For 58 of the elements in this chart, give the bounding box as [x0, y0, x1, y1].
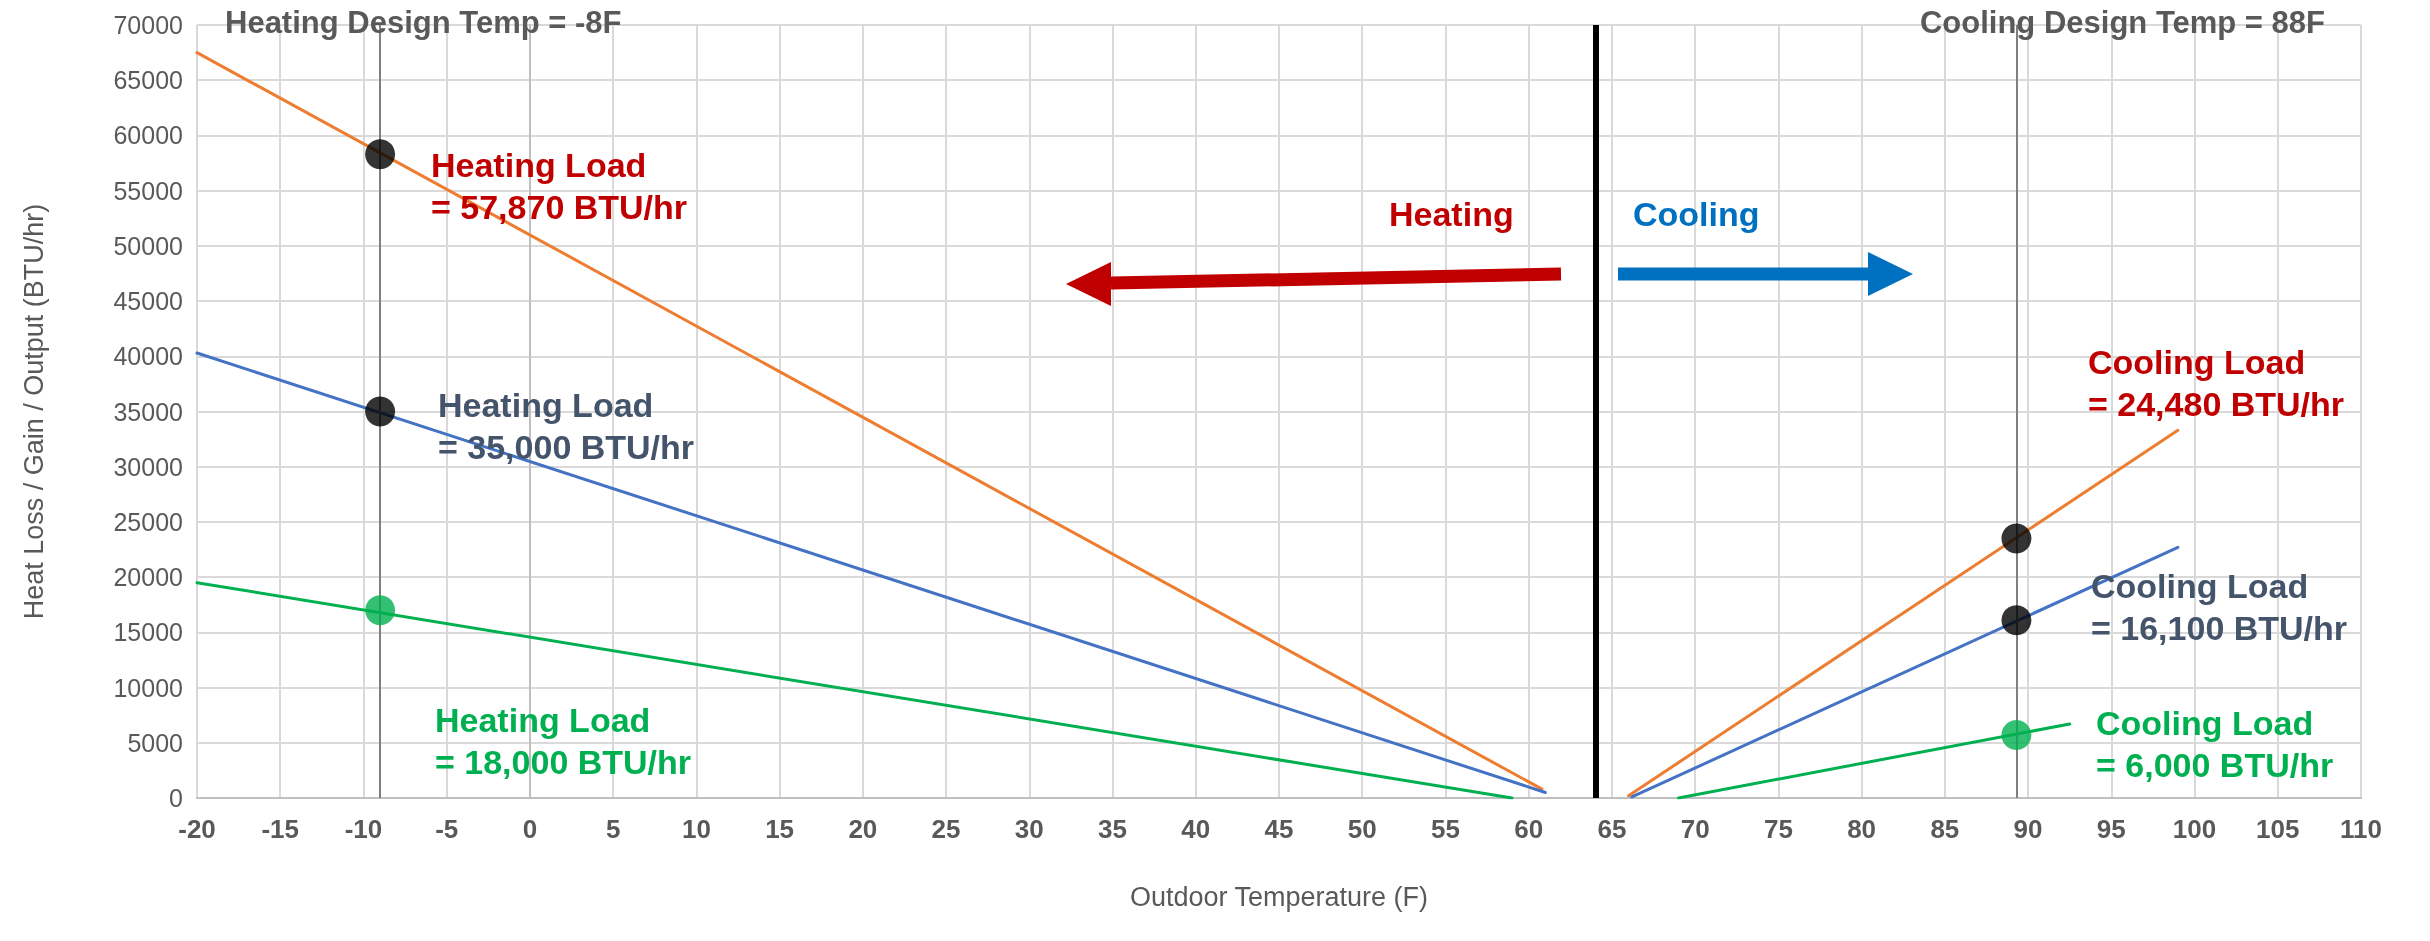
y-tick-label: 70000 [113, 11, 183, 39]
x-tick-label: -5 [435, 814, 459, 844]
x-tick-label: 15 [765, 814, 795, 844]
annotation: Cooling Load = 16,100 BTU/hr [2091, 567, 2348, 647]
point [365, 396, 396, 427]
y-tick-label: 45000 [113, 287, 183, 316]
y-tick-label: 0 [169, 784, 183, 812]
x-tick-label: 65 [1597, 814, 1627, 844]
y-tick-label: 20000 [113, 563, 183, 592]
x-tick-label: -15 [261, 814, 300, 844]
annotation: Heating [1389, 195, 1514, 233]
x-tick-label: 70 [1680, 814, 1710, 844]
x-tick-label: 30 [1014, 814, 1044, 844]
x-tick-label: 40 [1181, 814, 1211, 844]
x-tick-label: 50 [1347, 814, 1377, 844]
x-tick-label: -10 [344, 814, 383, 844]
x-tick-label: 35 [1098, 814, 1127, 844]
y-tick-label: 30000 [113, 452, 183, 481]
y-tick-label: 55000 [113, 176, 183, 205]
point [365, 595, 396, 626]
annotation: Cooling [1633, 195, 1760, 233]
y-tick-label: 15000 [113, 618, 183, 647]
x-tick-label: 55 [1431, 814, 1460, 844]
chart-subtitle: Cooling Design Temp = 88F [1919, 5, 2325, 40]
x-tick-label: 25 [931, 814, 961, 844]
x-tick-label: 75 [1763, 814, 1793, 844]
point [2001, 720, 2032, 751]
point [365, 139, 396, 170]
y-tick-label: 65000 [113, 66, 183, 95]
x-tick-label: 0 [522, 814, 538, 844]
x-tick-label: 80 [1847, 814, 1877, 844]
y-tick-label: 50000 [113, 231, 183, 260]
x-tick-label: 90 [2013, 814, 2043, 844]
annotation: Heating Load = 18,000 BTU/hr [435, 701, 692, 781]
point [2001, 523, 2032, 554]
chart-title: Heating Design Temp = -8F [225, 5, 622, 40]
x-tick-label: 100 [2172, 814, 2217, 844]
y-tick-label: 10000 [113, 673, 183, 702]
y-tick-label: 5000 [127, 728, 183, 757]
y-tick-label: 25000 [113, 507, 183, 536]
point [2001, 605, 2032, 636]
y-tick-label: 35000 [113, 397, 183, 426]
x-tick-label: 110 [2340, 814, 2382, 844]
x-tick-label: -20 [178, 814, 216, 844]
x-tick-label: 45 [1264, 814, 1294, 844]
x-tick-label: 60 [1514, 814, 1544, 844]
x-tick-label: 5 [605, 814, 621, 844]
x-axis-title: Outdoor Temperature (F) [1129, 881, 1429, 912]
y-tick-label: 60000 [113, 121, 183, 150]
annotation: Cooling Load = 6,000 BTU/hr [2096, 704, 2334, 784]
x-tick-label: 95 [2096, 814, 2126, 844]
x-tick-label: 85 [1930, 814, 1960, 844]
y-axis-title: Heat Loss / Gain / Output (BTU/hr) [18, 203, 49, 620]
x-tick-label: 10 [681, 814, 711, 844]
x-tick-label: 105 [2256, 814, 2300, 844]
annotation: Cooling Load = 24,480 BTU/hr [2088, 343, 2345, 423]
x-tick-label: 20 [848, 814, 878, 844]
y-tick-label: 40000 [113, 342, 183, 371]
